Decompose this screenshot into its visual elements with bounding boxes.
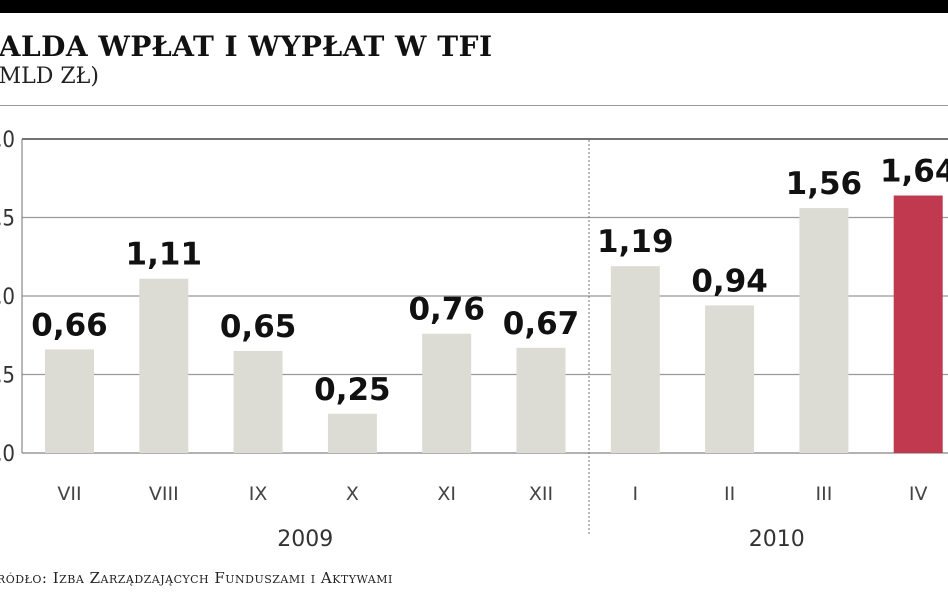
data-label: 0,76 <box>408 292 485 328</box>
x-tick-label: XII <box>529 483 553 505</box>
x-tick-label: VIII <box>149 483 179 505</box>
x-tick-label: III <box>815 483 832 505</box>
bar <box>422 333 472 453</box>
y-tick-label: 2,0 <box>0 128 15 153</box>
data-label: 0,66 <box>31 307 108 343</box>
data-label: 0,94 <box>691 263 768 299</box>
data-label: 1,56 <box>786 166 863 202</box>
source-note: Źródło: Izba Zarządzających Funduszami i… <box>0 569 393 587</box>
y-tick-label: 0,5 <box>0 364 15 389</box>
y-tick-label: 0,0 <box>0 442 15 467</box>
data-label: 1,11 <box>126 237 203 273</box>
x-tick-label: XI <box>437 483 456 505</box>
data-label: 0,67 <box>503 306 580 342</box>
bar <box>139 278 189 453</box>
bar <box>705 305 755 453</box>
bar <box>610 266 660 453</box>
y-tick-label: 1,0 <box>0 285 15 310</box>
data-label: 1,64 <box>880 154 948 190</box>
x-tick-label: X <box>346 483 359 505</box>
bar <box>45 349 94 453</box>
x-tick-label: I <box>632 483 638 505</box>
x-tick-label: IX <box>249 483 268 505</box>
y-tick-label: 1,5 <box>0 207 15 232</box>
x-tick-label: IV <box>909 483 928 505</box>
data-label: 0,25 <box>314 372 391 408</box>
bar <box>799 208 849 453</box>
year-label: 2010 <box>749 527 805 552</box>
x-tick-label: VII <box>57 483 81 505</box>
bar <box>893 195 943 453</box>
chart-subtitle: (MLD ZŁ) <box>0 64 99 89</box>
data-label: 0,65 <box>220 309 297 345</box>
x-tick-label: II <box>724 483 735 505</box>
bar <box>233 350 283 453</box>
bar <box>327 413 377 453</box>
title-separator <box>0 105 948 106</box>
bar <box>516 347 566 453</box>
chart-title: SALDA WPŁAT I WYPŁAT W TFI <box>0 30 493 63</box>
data-label: 1,19 <box>597 224 674 260</box>
year-label: 2009 <box>277 527 333 552</box>
top-bar <box>0 0 948 13</box>
